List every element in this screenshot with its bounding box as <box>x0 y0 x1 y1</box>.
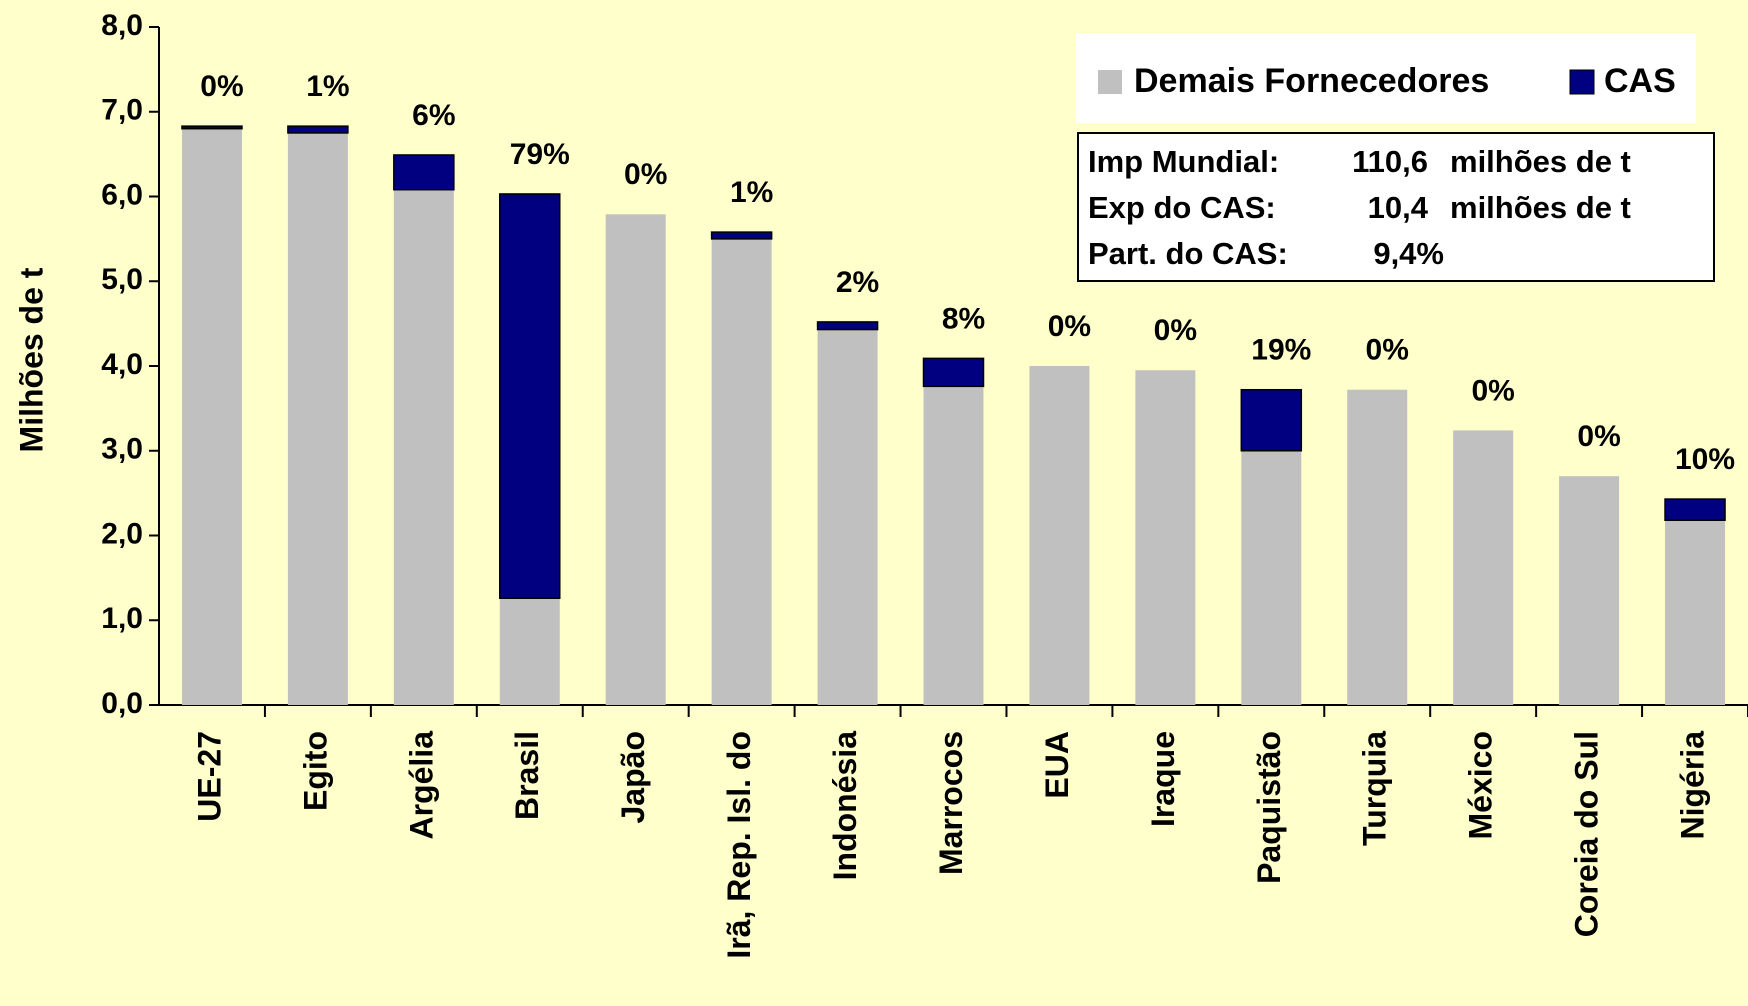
y-tick-label: 3,0 <box>101 433 143 466</box>
share-label: 0% <box>200 70 243 103</box>
share-label: 10% <box>1675 443 1735 476</box>
bar-segment <box>1347 389 1408 705</box>
bar-segment <box>393 189 454 706</box>
info-value: 10,4 <box>1368 190 1429 225</box>
legend-label: CAS <box>1604 62 1676 100</box>
x-tick-label: Coreia do Sul <box>1569 731 1605 937</box>
share-label: 2% <box>836 266 879 299</box>
bar-segment <box>605 214 666 706</box>
share-label: 0% <box>1048 310 1091 343</box>
share-label: 19% <box>1251 334 1311 367</box>
x-tick-label: México <box>1463 731 1499 839</box>
info-value: 110,6 <box>1352 144 1428 179</box>
x-tick-label: Paquistão <box>1251 731 1287 884</box>
share-label: 79% <box>510 138 570 171</box>
bar-segment <box>1664 498 1726 521</box>
x-tick-label: EUA <box>1039 731 1075 799</box>
share-label: 0% <box>1154 314 1197 347</box>
y-tick-label: 2,0 <box>101 517 143 550</box>
bar-segment <box>287 132 348 705</box>
legend-swatch <box>1098 70 1122 94</box>
x-tick-label: Brasil <box>509 731 545 820</box>
x-tick-label: Irã, Rep. Isl. do <box>721 731 757 959</box>
share-label: 8% <box>942 302 985 335</box>
x-tick-label: Argélia <box>403 731 439 840</box>
share-label: 6% <box>412 99 455 132</box>
share-label: 0% <box>1471 374 1514 407</box>
y-tick-label: 6,0 <box>101 178 143 211</box>
bar-segment <box>710 231 773 240</box>
share-label: 0% <box>1366 334 1409 367</box>
share-label: 0% <box>1577 420 1620 453</box>
info-unit: milhões de t <box>1450 144 1631 179</box>
info-box <box>1077 132 1715 282</box>
bar-segment <box>817 329 878 705</box>
bar-segment <box>499 193 561 599</box>
bar-segment <box>181 128 242 705</box>
y-axis-label: Milhões de t <box>13 267 49 452</box>
bar-segment <box>1135 370 1196 705</box>
bar-segment <box>287 125 349 134</box>
bar-segment <box>393 154 455 191</box>
y-tick-label: 8,0 <box>101 9 143 42</box>
info-unit: milhões de t <box>1450 190 1631 225</box>
bar-segment <box>1240 388 1303 452</box>
bar-segment <box>922 357 985 388</box>
y-tick-label: 0,0 <box>101 687 143 720</box>
legend-label: Demais Fornecedores <box>1134 62 1489 100</box>
bar-segment <box>181 125 243 130</box>
info-value: 9,4% <box>1373 236 1444 271</box>
info-label: Part. do CAS: <box>1088 236 1288 271</box>
y-tick-label: 1,0 <box>101 602 143 635</box>
x-tick-label: Turquia <box>1357 731 1393 846</box>
share-label: 1% <box>730 176 773 209</box>
bar-segment <box>1029 366 1090 705</box>
bar-segment <box>1665 520 1726 705</box>
x-tick-label: Iraque <box>1145 731 1181 827</box>
share-label: 1% <box>306 70 349 103</box>
share-label: 0% <box>624 158 667 191</box>
x-tick-label: Nigéria <box>1674 731 1710 840</box>
bar-segment <box>711 238 772 705</box>
info-label: Imp Mundial: <box>1088 144 1279 179</box>
x-tick-label: Indonésia <box>827 731 863 881</box>
y-tick-label: 4,0 <box>101 348 143 381</box>
bar-segment <box>1453 430 1514 705</box>
x-tick-label: Egito <box>297 731 333 811</box>
info-label: Exp do CAS: <box>1088 190 1276 225</box>
bar-segment <box>1241 450 1302 705</box>
x-tick-label: Marrocos <box>933 731 969 875</box>
x-tick-label: Japão <box>615 731 651 823</box>
y-tick-label: 5,0 <box>101 263 143 296</box>
x-tick-label: UE-27 <box>191 731 227 822</box>
bar-segment <box>499 598 560 705</box>
bar-segment <box>923 386 984 705</box>
y-tick-label: 7,0 <box>101 94 143 127</box>
bar-segment <box>1559 476 1620 705</box>
legend-swatch <box>1569 69 1595 95</box>
bar-segment <box>816 321 879 331</box>
